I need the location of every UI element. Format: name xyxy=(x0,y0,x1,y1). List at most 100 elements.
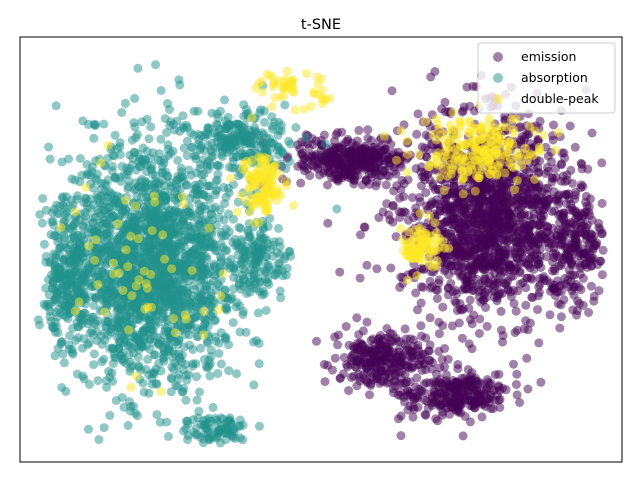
point-emission xyxy=(322,163,332,173)
point-emission xyxy=(362,317,372,327)
point-emission xyxy=(512,325,522,335)
point-emission xyxy=(451,285,460,295)
point-emission xyxy=(421,188,431,198)
point-emission xyxy=(454,198,463,208)
point-absorption xyxy=(84,263,94,273)
point-absorption xyxy=(154,338,164,348)
point-emission xyxy=(529,209,539,219)
point-emission xyxy=(428,179,438,189)
point-absorption xyxy=(165,120,175,130)
point-absorption xyxy=(186,128,196,138)
point-emission xyxy=(471,237,481,247)
point-emission xyxy=(535,251,545,261)
point-absorption xyxy=(196,259,206,269)
point-absorption xyxy=(262,133,271,143)
point-absorption xyxy=(176,285,186,295)
point-absorption xyxy=(91,242,101,252)
point-emission xyxy=(441,205,451,215)
point-emission xyxy=(322,152,331,161)
point-emission xyxy=(335,267,345,277)
point-absorption xyxy=(202,181,212,191)
point-absorption xyxy=(103,153,113,163)
point-emission xyxy=(526,237,536,247)
point-emission xyxy=(377,141,387,151)
point-absorption xyxy=(192,372,201,382)
point-emission xyxy=(569,282,579,292)
point-emission xyxy=(544,194,554,204)
point-absorption xyxy=(213,246,222,256)
point-emission xyxy=(374,170,384,180)
point-absorption xyxy=(291,123,301,132)
point-absorption xyxy=(78,271,88,281)
point-emission xyxy=(597,158,607,168)
point-absorption xyxy=(55,201,65,211)
point-absorption xyxy=(182,151,192,161)
point-emission xyxy=(509,232,519,242)
point-emission xyxy=(395,282,405,292)
point-emission xyxy=(521,283,531,293)
point-absorption xyxy=(89,133,99,143)
point-emission xyxy=(426,199,436,209)
point-absorption xyxy=(137,341,147,351)
point-absorption xyxy=(89,300,99,310)
point-absorption xyxy=(64,344,74,354)
point-absorption xyxy=(224,209,233,219)
point-emission xyxy=(434,278,444,288)
point-absorption xyxy=(117,108,127,117)
point-absorption xyxy=(60,254,70,264)
point-emission xyxy=(584,308,594,317)
point-absorption xyxy=(65,331,75,341)
point-emission xyxy=(424,346,434,356)
point-emission xyxy=(378,350,388,360)
point-emission xyxy=(354,330,364,340)
point-absorption xyxy=(125,366,135,376)
point-absorption xyxy=(59,358,69,368)
point-emission xyxy=(490,197,500,207)
point-absorption xyxy=(177,357,187,367)
point-absorption xyxy=(173,374,183,384)
point-emission xyxy=(458,236,468,246)
point-emission xyxy=(598,245,608,255)
point-emission xyxy=(487,286,497,296)
point-absorption xyxy=(165,302,175,312)
point-emission xyxy=(495,289,505,299)
point-absorption xyxy=(67,279,77,289)
point-absorption xyxy=(142,146,152,156)
point-emission xyxy=(497,197,507,207)
point-absorption xyxy=(278,148,288,158)
point-absorption xyxy=(180,325,190,334)
point-emission xyxy=(412,373,422,383)
point-emission xyxy=(356,230,365,240)
point-absorption xyxy=(130,93,139,103)
point-absorption xyxy=(223,112,233,122)
point-emission xyxy=(563,243,573,253)
point-absorption xyxy=(268,124,277,134)
point-emission xyxy=(389,388,398,398)
point-emission xyxy=(504,261,514,271)
point-emission xyxy=(435,363,445,373)
point-emission xyxy=(543,166,553,176)
point-absorption xyxy=(208,238,218,248)
point-absorption xyxy=(173,175,183,185)
point-absorption xyxy=(127,135,137,145)
point-absorption xyxy=(240,134,250,144)
point-absorption xyxy=(232,369,241,379)
point-emission xyxy=(440,389,450,399)
point-absorption xyxy=(238,310,248,319)
point-emission xyxy=(328,365,337,375)
point-emission xyxy=(561,251,571,261)
point-absorption xyxy=(115,138,125,148)
point-emission xyxy=(457,333,467,343)
point-emission xyxy=(425,313,435,323)
point-absorption xyxy=(124,176,134,186)
point-absorption xyxy=(120,98,130,108)
point-absorption xyxy=(224,366,234,376)
point-absorption xyxy=(54,233,64,243)
point-emission xyxy=(481,260,491,270)
point-emission xyxy=(422,378,432,388)
point-absorption xyxy=(178,111,188,121)
point-emission xyxy=(512,369,522,379)
point-emission xyxy=(498,337,507,347)
point-emission xyxy=(474,329,484,338)
point-absorption xyxy=(154,289,164,299)
